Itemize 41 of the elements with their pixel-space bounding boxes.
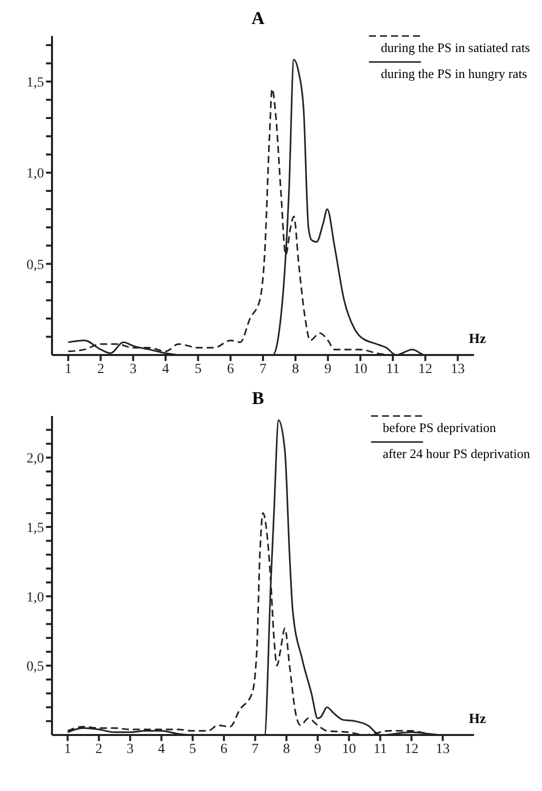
y-tick-label: 1,0 (26, 166, 44, 182)
x-tick-label: 3 (126, 742, 134, 757)
x-tick-label: 2 (95, 742, 102, 757)
x-tick-label: 2 (97, 362, 104, 377)
y-tick-label: 1,5 (26, 76, 44, 91)
x-tick-label: 7 (252, 742, 259, 757)
x-tick-label: 13 (436, 742, 450, 757)
x-tick-label: 6 (227, 362, 234, 377)
chart-title: B (250, 388, 265, 409)
x-axis-title: Hz (468, 712, 486, 728)
legend-label: before PS deprivation (382, 420, 496, 436)
y-tick-label: 2,0 (26, 452, 44, 467)
legend-label: during the PS in hungry rats (380, 66, 528, 82)
x-tick-label: 6 (220, 742, 228, 757)
x-tick-label: 10 (342, 742, 356, 757)
y-tick-label: 1,5 (26, 520, 44, 536)
x-tick-label: 9 (314, 742, 322, 757)
x-tick-label: 1 (64, 742, 72, 757)
x-tick-label: 8 (282, 742, 290, 757)
x-tick-label: 7 (260, 362, 266, 377)
x-tick-label: 11 (386, 362, 400, 377)
x-tick-label: 9 (324, 362, 332, 377)
y-tick-label: 1,0 (26, 590, 44, 606)
x-tick-label: 12 (418, 362, 432, 377)
x-tick-label: 1 (64, 362, 72, 377)
x-tick-label: 3 (130, 362, 137, 377)
x-tick-label: 5 (194, 362, 202, 377)
chart-title: A (250, 8, 266, 29)
x-tick-label: 4 (162, 362, 170, 377)
legend-label: during the PS in satiated rats (380, 40, 530, 56)
x-axis-title: Hz (468, 332, 486, 348)
y-tick-label: 0,5 (26, 660, 44, 675)
x-tick-label: 12 (404, 742, 418, 757)
x-tick-label: 13 (450, 362, 465, 377)
legend-label: after 24 hour PS deprivation (382, 446, 530, 462)
x-tick-label: 10 (353, 362, 368, 377)
x-tick-label: 4 (158, 742, 165, 757)
x-tick-label: 8 (292, 362, 299, 377)
y-tick-label: 0,5 (26, 258, 44, 273)
x-tick-label: 5 (189, 742, 196, 757)
x-tick-label: 11 (373, 742, 387, 757)
